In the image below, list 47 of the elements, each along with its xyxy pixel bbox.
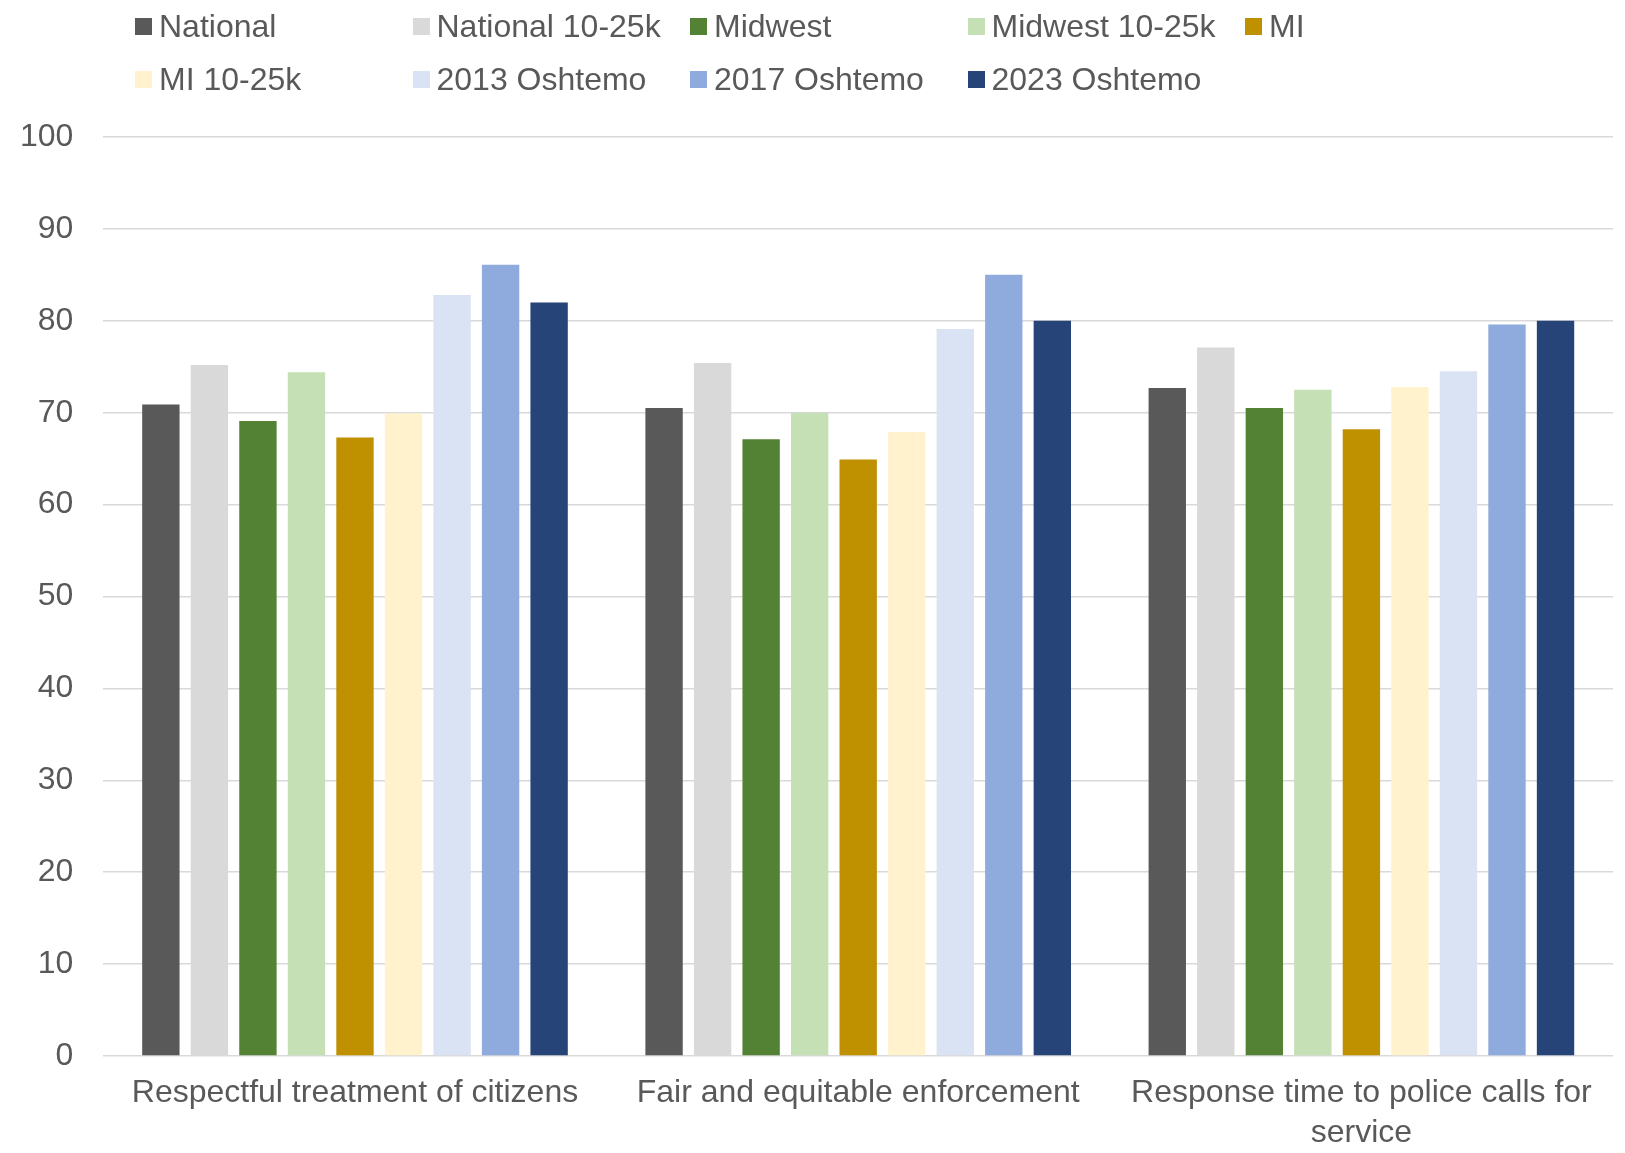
legend-label: National 10-25k bbox=[436, 8, 661, 45]
bar bbox=[336, 437, 374, 1056]
bar bbox=[790, 412, 829, 1056]
bar bbox=[1033, 320, 1071, 1056]
bar bbox=[481, 264, 520, 1056]
bar bbox=[1488, 324, 1526, 1056]
bar bbox=[1245, 408, 1284, 1056]
x-tick-label: Respectful treatment of citizens bbox=[131, 1072, 579, 1109]
legend-label: MI bbox=[1269, 8, 1305, 45]
x-tick-label: Response time to police calls for service bbox=[1131, 1072, 1593, 1149]
legend-label: 2023 Oshtemo bbox=[991, 61, 1202, 98]
y-tick-label: 100 bbox=[20, 116, 74, 153]
y-tick-label: 50 bbox=[37, 576, 74, 613]
bar bbox=[936, 329, 974, 1056]
y-tick-label: 70 bbox=[37, 392, 74, 429]
legend-label: 2013 Oshtemo bbox=[436, 61, 647, 98]
bar bbox=[645, 408, 683, 1056]
bar bbox=[530, 302, 568, 1056]
y-tick-label: 0 bbox=[55, 1035, 74, 1072]
legend-label: MI 10-25k bbox=[159, 61, 302, 98]
y-tick-label: 80 bbox=[37, 300, 74, 337]
bar bbox=[384, 413, 423, 1056]
y-tick-label: 90 bbox=[37, 208, 74, 245]
bar bbox=[433, 295, 471, 1056]
y-tick-label: 60 bbox=[37, 484, 74, 521]
y-tick-label: 10 bbox=[37, 943, 74, 980]
y-tick-label: 30 bbox=[37, 760, 74, 797]
bar bbox=[1342, 429, 1381, 1056]
bar bbox=[1148, 387, 1186, 1056]
bar bbox=[888, 432, 926, 1056]
legend-label: Midwest 10-25k bbox=[991, 8, 1216, 45]
legend-label: Midwest bbox=[714, 8, 832, 45]
bar bbox=[742, 439, 780, 1056]
bar bbox=[239, 420, 277, 1056]
bar bbox=[287, 372, 326, 1056]
bar bbox=[1536, 320, 1575, 1056]
bar bbox=[1391, 386, 1429, 1056]
legend-label: National bbox=[159, 8, 277, 45]
bar bbox=[1294, 389, 1332, 1056]
bar bbox=[142, 404, 180, 1056]
x-tick-label: Fair and equitable enforcement bbox=[636, 1072, 1080, 1109]
y-tick-label: 20 bbox=[37, 852, 74, 889]
bar bbox=[1439, 371, 1478, 1056]
bar bbox=[985, 274, 1023, 1056]
y-tick-label: 40 bbox=[37, 668, 74, 705]
bar bbox=[839, 459, 877, 1056]
legend-label: 2017 Oshtemo bbox=[714, 61, 924, 98]
